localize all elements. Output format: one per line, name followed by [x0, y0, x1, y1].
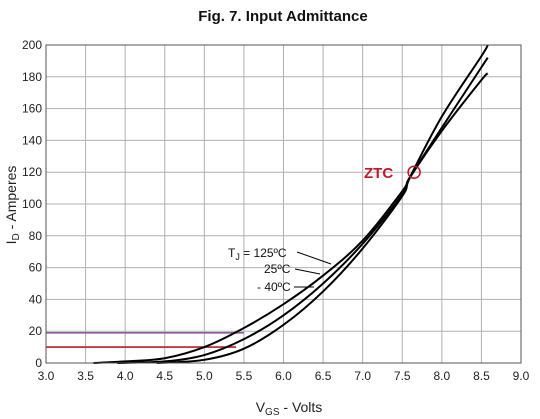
- tj-label: TJ = 125ºC: [228, 246, 287, 262]
- x-tick-label: 8.5: [473, 369, 490, 383]
- y-tick-label: 120: [22, 165, 42, 179]
- series-line: [117, 57, 489, 364]
- y-tick-label: 40: [29, 292, 43, 306]
- y-tick-labels: 0 20 40 60 80 100 120 140 160 180 200: [22, 38, 42, 370]
- x-tick-label: 6.5: [315, 369, 332, 383]
- y-tick-label: 60: [29, 261, 43, 275]
- y-axis-label: ID - Amperes: [3, 166, 22, 245]
- x-axis-label: VGS - Volts: [256, 399, 323, 418]
- x-tick-label: 7.0: [354, 369, 371, 383]
- y-tick-label: 100: [22, 197, 42, 211]
- x-tick-label: 6.0: [275, 369, 292, 383]
- reference-lines: [46, 331, 244, 348]
- x-tick-labels: 3.0 3.5 4.0 4.5 5.0 5.5 6.0 6.5 7.0 7.5 8.0 8.5 9.0: [38, 369, 530, 383]
- plot-frame: [45, 44, 522, 364]
- y-tick-label: 160: [22, 102, 42, 116]
- x-tick-label: 5.0: [196, 369, 213, 383]
- x-tick-label: 8.0: [433, 369, 450, 383]
- x-tick-label: 9.0: [513, 369, 530, 383]
- x-tick-label: 5.5: [236, 369, 253, 383]
- y-tick-label: 180: [22, 70, 42, 84]
- curves: [93, 44, 489, 364]
- mid-leader: [294, 268, 321, 275]
- x-tick-label: 4.5: [156, 369, 173, 383]
- ztc-label: ZTC: [364, 165, 393, 182]
- x-tick-label: 7.5: [394, 369, 411, 383]
- chart-title: Fig. 7. Input Admittance: [198, 8, 367, 25]
- y-tick-label: 0: [35, 356, 42, 370]
- y-tick-label: 200: [22, 38, 42, 52]
- series-line: [156, 44, 489, 364]
- ztc-marker: [407, 165, 421, 179]
- low-temp-label: - 40ºC: [257, 280, 291, 294]
- y-tick-label: 80: [29, 229, 43, 243]
- tj-leader: [296, 251, 332, 265]
- curve-annotations: TJ = 125ºC 25ºC - 40ºC ZTC: [228, 165, 421, 294]
- y-tick-label: 140: [22, 133, 42, 147]
- x-tick-label: 3.5: [77, 369, 94, 383]
- x-tick-label: 3.0: [38, 369, 55, 383]
- series-line: [93, 72, 489, 364]
- mid-temp-label: 25ºC: [264, 262, 291, 276]
- y-tick-label: 20: [29, 324, 43, 338]
- x-tick-label: 4.0: [117, 369, 134, 383]
